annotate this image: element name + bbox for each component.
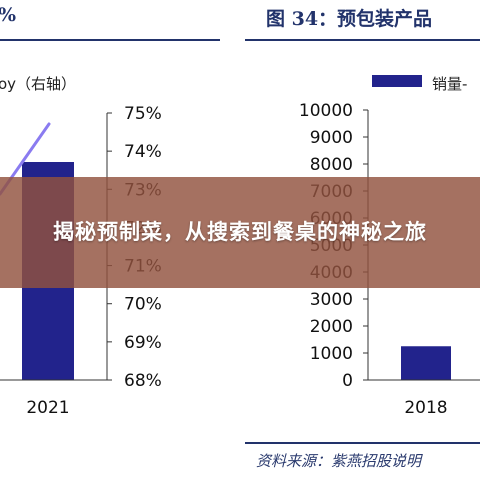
right-y-axis-tick-label: 9000 — [310, 128, 353, 148]
left-right-axis-tick-label: 69% — [124, 333, 162, 353]
right-y-axis-tick-label: 10000 — [299, 101, 353, 121]
left-title-rule — [0, 39, 220, 41]
source-note: 资料来源：紫燕招股说明 — [256, 452, 422, 470]
right-legend-swatch — [372, 75, 422, 87]
right-bar-2018 — [401, 346, 451, 380]
left-right-axis-tick-label: 75% — [124, 104, 162, 124]
right-y-axis-tick-label: 1000 — [310, 344, 353, 364]
headline-text: 揭秘预制菜，从搜索到餐桌的神秘之旅 — [53, 220, 427, 244]
left-right-axis-tick-label: 74% — [124, 142, 162, 162]
right-y-axis-tick-label: 8000 — [310, 155, 353, 175]
right-title-rule — [245, 39, 480, 41]
right-legend-label: 销量- — [432, 75, 468, 93]
left-right-axis-tick-label: 70% — [124, 295, 162, 315]
right-x-tick-label: 2018 — [404, 398, 447, 418]
right-chart-title: 图 34：预包装产品 — [266, 8, 433, 30]
headline-banner: 揭秘预制菜，从搜索到餐桌的神秘之旅 — [0, 177, 480, 288]
source-footer: 资料来源：紫燕招股说明 — [0, 442, 480, 480]
right-y-axis-tick-label: 3000 — [310, 290, 353, 310]
left-right-axis-tick-label: 68% — [124, 371, 162, 391]
left-legend-label: oy（右轴） — [0, 75, 77, 93]
left-x-tick-label: 2021 — [26, 398, 69, 418]
source-rule — [245, 442, 480, 444]
right-y-axis-tick-label: 0 — [342, 371, 353, 391]
right-y-axis-tick-label: 2000 — [310, 317, 353, 337]
left-chart-title: % — [0, 4, 16, 26]
